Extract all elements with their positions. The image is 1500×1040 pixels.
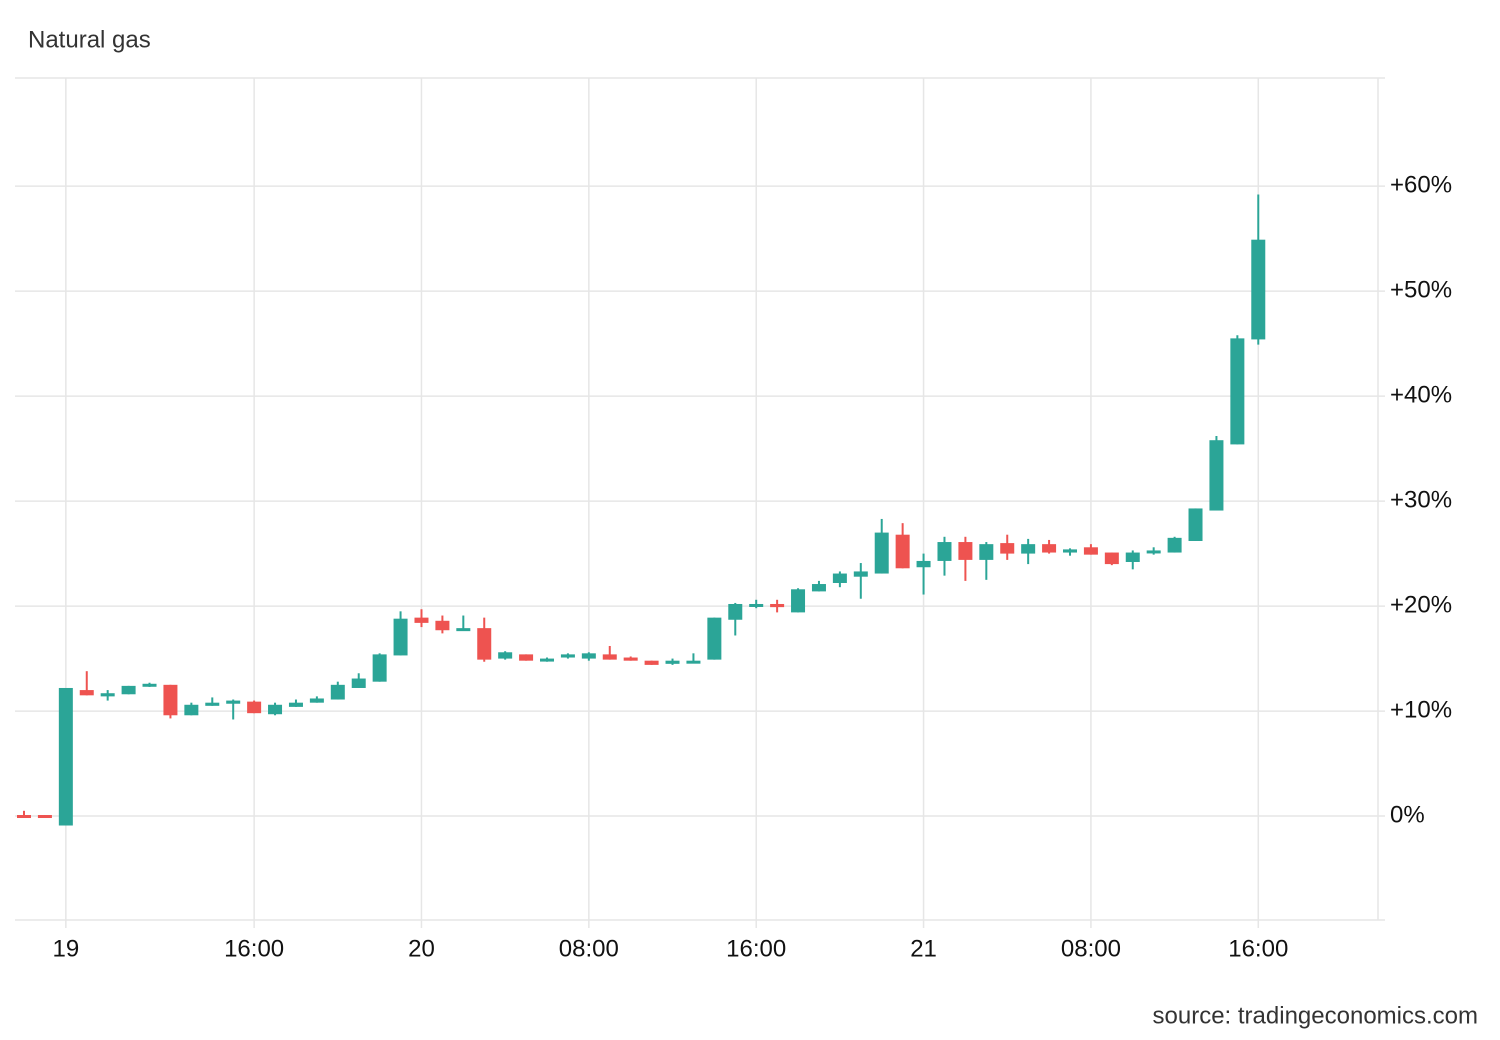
x-tick-label: 21 — [910, 935, 937, 962]
candle-body — [1063, 549, 1077, 553]
candle-body — [309, 698, 324, 703]
candle-body — [1125, 552, 1140, 562]
candle-body — [142, 683, 157, 687]
candle-body — [37, 815, 52, 819]
candle-body — [686, 660, 701, 664]
y-tick-label: +40% — [1390, 381, 1452, 408]
candle-body — [1167, 537, 1182, 553]
candle-body — [393, 618, 408, 656]
candle-body — [853, 571, 868, 577]
y-tick-label: 0% — [1390, 801, 1425, 828]
source-note: source: tradingeconomics.com — [1153, 1002, 1478, 1029]
candle-body — [1042, 544, 1057, 553]
candle-body — [288, 702, 303, 707]
candle-body — [540, 658, 554, 662]
candle-body — [623, 657, 638, 661]
y-tick-label: +30% — [1390, 486, 1452, 513]
candle-body — [456, 628, 471, 632]
y-tick-label: +20% — [1390, 591, 1452, 618]
candle-body — [602, 654, 617, 660]
candle-body — [58, 687, 73, 826]
candle-body — [414, 617, 429, 623]
x-tick-label: 16:00 — [1228, 935, 1288, 962]
candle-body — [498, 652, 513, 659]
candle-body — [581, 653, 596, 659]
candle-body — [1021, 544, 1036, 554]
candle-body — [665, 660, 680, 664]
candle-body — [435, 620, 450, 631]
candle-body — [79, 690, 94, 696]
x-tick-label: 16:00 — [224, 935, 284, 962]
candle-body — [184, 704, 199, 716]
candle-body — [163, 684, 178, 716]
candle-body — [958, 542, 973, 560]
candle-body — [1000, 543, 1015, 554]
candle-body — [121, 685, 136, 695]
candle-body — [1104, 552, 1119, 565]
candle-body — [791, 589, 806, 613]
candle-body — [811, 584, 826, 592]
x-tick-label: 16:00 — [726, 935, 786, 962]
candle-body — [100, 693, 115, 697]
candle-body — [644, 660, 659, 665]
candle-body — [728, 603, 743, 620]
candle-body — [351, 678, 366, 688]
y-tick-label: +10% — [1390, 696, 1452, 723]
candle-body — [477, 628, 492, 660]
x-tick-label: 08:00 — [559, 935, 619, 962]
candle-body — [1188, 508, 1203, 541]
candle-body — [979, 544, 994, 560]
candle-body — [916, 560, 931, 568]
candle-body — [1146, 550, 1161, 554]
candle-body — [372, 654, 387, 682]
candle-body — [205, 702, 220, 706]
candle-body — [226, 700, 241, 704]
candle-body — [770, 603, 785, 608]
x-tick-label: 08:00 — [1061, 935, 1121, 962]
candle-body — [268, 704, 283, 715]
candle-body — [1083, 547, 1098, 555]
candle-body — [937, 542, 952, 561]
candle-body — [1230, 338, 1245, 445]
x-tick-label: 19 — [52, 935, 79, 962]
candle-body — [17, 815, 31, 819]
candle-body — [707, 617, 722, 660]
candle-body — [895, 534, 910, 569]
candle-body — [1209, 440, 1224, 511]
candle-body — [749, 603, 764, 607]
candle-body — [330, 684, 345, 700]
candle-body — [832, 573, 847, 583]
candle-body — [874, 532, 889, 574]
candle-body — [560, 654, 575, 658]
candle-body — [247, 701, 262, 714]
candle-body — [519, 654, 534, 661]
y-tick-label: +60% — [1390, 171, 1452, 198]
x-tick-label: 20 — [408, 935, 435, 962]
chart-title: Natural gas — [28, 26, 151, 53]
y-tick-label: +50% — [1390, 276, 1452, 303]
candle-body — [1251, 239, 1266, 340]
